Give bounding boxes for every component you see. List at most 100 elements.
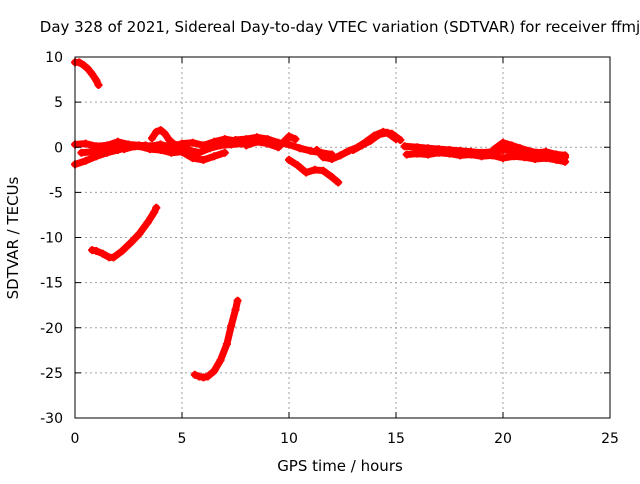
data-point <box>141 141 150 150</box>
data-point <box>499 146 507 154</box>
series-line <box>403 149 569 166</box>
data-series <box>71 58 570 382</box>
data-point <box>295 144 304 153</box>
data-point <box>220 139 229 148</box>
data-point <box>499 138 507 147</box>
x-tick-label: 25 <box>601 431 619 447</box>
data-point <box>92 247 101 255</box>
data-point <box>357 141 366 150</box>
data-point <box>490 145 499 154</box>
data-point <box>188 138 197 147</box>
data-point <box>182 142 191 151</box>
data-point <box>434 148 443 157</box>
axis-ticks: 0 5 10 15 20 25 -30 -25 -20 -15 -10 -5 0 5 10 <box>40 50 619 447</box>
data-point <box>156 126 165 135</box>
data-point <box>113 137 122 146</box>
y-tick-label: -5 <box>49 185 63 201</box>
x-tick-label: 10 <box>280 431 298 447</box>
data-point <box>96 145 105 154</box>
data-point <box>118 247 127 255</box>
data-point <box>424 150 433 159</box>
data-point <box>319 166 328 175</box>
data-point <box>499 154 507 163</box>
y-tick-label: -15 <box>40 276 63 292</box>
data-point <box>126 238 135 247</box>
data-point <box>130 142 139 151</box>
data-point <box>81 139 90 148</box>
data-point <box>242 141 251 150</box>
data-point <box>531 155 540 163</box>
data-point <box>152 203 161 212</box>
x-tick-label: 5 <box>178 431 187 447</box>
data-point <box>152 143 161 152</box>
data-point <box>148 134 156 143</box>
data-point <box>233 296 242 305</box>
series-arc-g <box>148 126 191 151</box>
data-point <box>81 156 90 165</box>
data-point <box>263 139 272 148</box>
data-point <box>222 340 231 348</box>
series-arc-j <box>285 155 343 187</box>
series-arc-f <box>77 139 246 157</box>
data-point <box>205 144 214 153</box>
data-point <box>319 153 328 162</box>
data-point <box>366 136 375 145</box>
data-point <box>109 143 118 152</box>
data-point <box>400 142 409 151</box>
data-point <box>94 81 103 89</box>
x-axis-label: GPS time / hours <box>277 457 403 475</box>
data-point <box>220 148 229 157</box>
data-point <box>210 152 219 161</box>
y-tick-label: -30 <box>40 411 63 427</box>
data-point <box>88 147 97 156</box>
data-point <box>199 155 208 164</box>
data-point <box>79 61 88 70</box>
series-line <box>77 140 246 157</box>
data-point <box>541 147 550 156</box>
data-point <box>88 70 97 79</box>
x-tick-label: 15 <box>387 431 405 447</box>
data-point <box>188 154 197 163</box>
data-point <box>203 372 212 381</box>
y-tick-label: 0 <box>54 140 63 156</box>
data-point <box>516 144 525 153</box>
data-point <box>210 367 219 376</box>
data-point <box>169 139 178 148</box>
data-point <box>216 356 225 365</box>
y-tick-label: 10 <box>45 50 63 66</box>
data-point <box>77 148 86 157</box>
y-tick-label: -20 <box>40 321 63 337</box>
data-point <box>92 76 101 85</box>
data-point <box>334 178 343 187</box>
data-point <box>466 150 475 159</box>
data-point <box>477 152 486 161</box>
data-point <box>413 149 422 158</box>
data-point <box>274 143 283 152</box>
data-point <box>231 305 240 314</box>
data-point <box>165 136 174 144</box>
data-point <box>135 229 144 238</box>
data-point <box>349 146 358 154</box>
data-point <box>507 141 516 150</box>
data-point <box>302 168 311 177</box>
data-point <box>402 150 411 159</box>
series-arc-a <box>71 58 103 89</box>
chart-title: Day 328 of 2021, Sidereal Day-to-day VTE… <box>40 18 640 36</box>
data-point <box>178 140 186 149</box>
data-point <box>293 161 302 170</box>
x-tick-label: 0 <box>71 431 80 447</box>
series-arc-o <box>490 138 570 160</box>
data-point <box>231 136 240 144</box>
data-point <box>552 150 561 159</box>
data-point <box>109 253 118 262</box>
y-axis-label: SDTVAR / TECUs <box>4 176 22 299</box>
data-point <box>291 135 300 144</box>
data-point <box>456 151 465 160</box>
data-point <box>383 128 392 137</box>
data-point <box>285 155 293 164</box>
data-point <box>227 321 236 330</box>
y-tick-label: -10 <box>40 231 63 247</box>
data-point <box>327 155 336 163</box>
